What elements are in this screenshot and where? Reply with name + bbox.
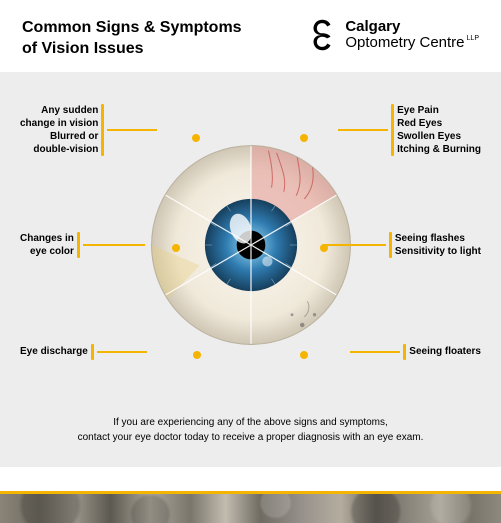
logo-icon <box>305 18 339 52</box>
logo-line2: Optometry CentreLLP <box>345 35 479 51</box>
callout-c6: Seeing floaters <box>350 344 481 360</box>
callout-line <box>83 244 145 246</box>
callout-dot <box>300 134 308 142</box>
callout-line <box>324 244 386 246</box>
callout-bar <box>403 344 406 360</box>
callout-bar <box>391 104 394 156</box>
callout-label: Eye discharge <box>20 345 88 358</box>
callout-c1: Any suddenchange in visionBlurred ordoub… <box>20 104 157 156</box>
callout-label: Eye PainRed EyesSwollen EyesItching & Bu… <box>397 104 481 156</box>
brand-logo: Calgary Optometry CentreLLP <box>305 18 479 52</box>
header: Common Signs & Symptoms of Vision Issues… <box>0 0 501 72</box>
callout-dot <box>192 134 200 142</box>
callout-label: Seeing flashesSensitivity to light <box>395 232 481 258</box>
callout-line <box>107 129 157 131</box>
callout-line <box>350 351 400 353</box>
footer-line1: If you are experiencing any of the above… <box>113 417 388 428</box>
footer-line2: contact your eye doctor today to receive… <box>78 432 424 443</box>
callout-label: Changes ineye color <box>20 232 74 258</box>
callout-label: Any suddenchange in visionBlurred ordoub… <box>20 104 98 156</box>
page-title: Common Signs & Symptoms of Vision Issues <box>22 18 242 60</box>
callout-c2: Eye PainRed EyesSwollen EyesItching & Bu… <box>338 104 481 156</box>
callout-dot <box>320 244 328 252</box>
callout-bar <box>389 232 392 258</box>
callout-c4: Seeing flashesSensitivity to light <box>324 232 481 258</box>
callout-c3: Changes ineye color <box>20 232 145 258</box>
callout-bar <box>91 344 94 360</box>
logo-line1: Calgary <box>345 19 479 35</box>
callout-dot <box>172 244 180 252</box>
callout-line <box>338 129 388 131</box>
infographic-canvas: Any suddenchange in visionBlurred ordoub… <box>0 72 501 467</box>
logo-text: Calgary Optometry CentreLLP <box>345 19 479 51</box>
callout-dot <box>193 351 201 359</box>
callout-dot <box>300 351 308 359</box>
callout-label: Seeing floaters <box>409 345 481 358</box>
callout-bar <box>101 104 104 156</box>
callout-bar <box>77 232 80 258</box>
footer-text: If you are experiencing any of the above… <box>0 415 501 445</box>
bottom-rock-border <box>0 491 501 523</box>
callout-line <box>97 351 147 353</box>
callout-c5: Eye discharge <box>20 344 147 360</box>
